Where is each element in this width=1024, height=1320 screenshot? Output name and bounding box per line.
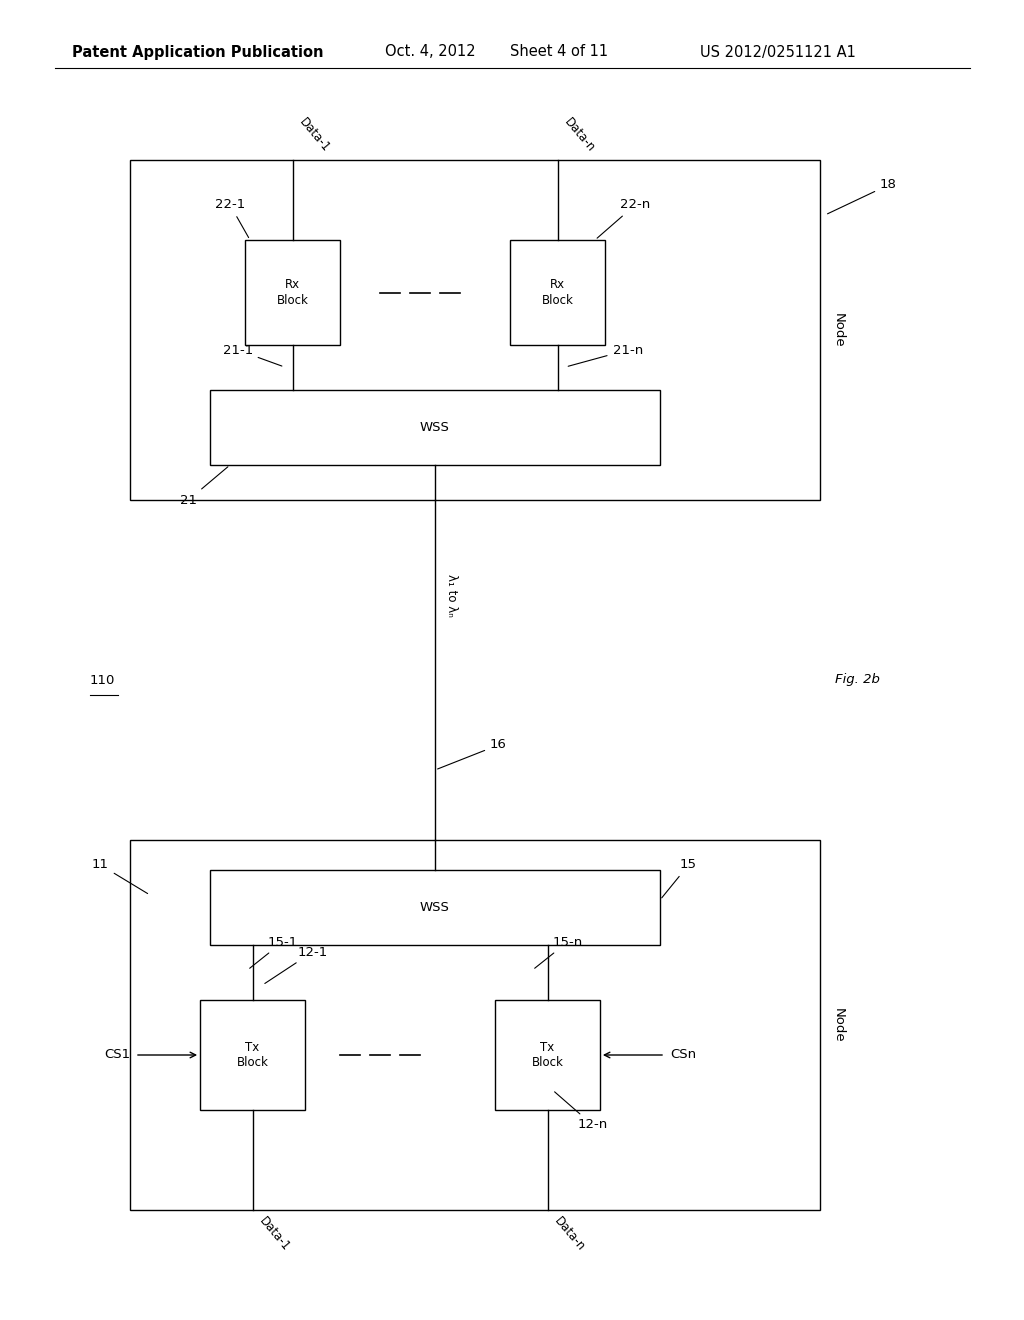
Bar [210, 870, 660, 945]
Text: 18: 18 [827, 178, 897, 214]
Text: 21-n: 21-n [568, 343, 643, 366]
Text: Rx
Block: Rx Block [276, 279, 308, 306]
Text: λ₁ to λₙ: λ₁ to λₙ [445, 574, 458, 616]
Text: 22-n: 22-n [597, 198, 650, 238]
Text: Tx
Block: Tx Block [531, 1041, 563, 1069]
Bar [130, 840, 820, 1210]
Text: 15-1: 15-1 [250, 936, 298, 969]
Bar [210, 389, 660, 465]
Text: Rx
Block: Rx Block [542, 279, 573, 306]
Text: Patent Application Publication: Patent Application Publication [72, 45, 324, 59]
Text: 21: 21 [180, 467, 228, 507]
Text: Data-1: Data-1 [297, 116, 333, 154]
Text: CS1: CS1 [103, 1048, 130, 1061]
Text: US 2012/0251121 A1: US 2012/0251121 A1 [700, 45, 856, 59]
Text: 15-n: 15-n [535, 936, 583, 969]
Text: Tx
Block: Tx Block [237, 1041, 268, 1069]
Text: WSS: WSS [420, 421, 450, 434]
Text: Node: Node [831, 313, 845, 347]
Bar [200, 1001, 305, 1110]
Text: Fig. 2b: Fig. 2b [835, 673, 880, 686]
Text: Data-1: Data-1 [256, 1214, 292, 1254]
Text: Data-n: Data-n [561, 116, 597, 154]
Bar [245, 240, 340, 345]
Text: Sheet 4 of 11: Sheet 4 of 11 [510, 45, 608, 59]
Text: 12-1: 12-1 [265, 945, 328, 983]
Text: 22-1: 22-1 [215, 198, 249, 238]
Bar [495, 1001, 600, 1110]
Text: 110: 110 [90, 673, 116, 686]
Text: Oct. 4, 2012: Oct. 4, 2012 [385, 45, 475, 59]
Text: Data-n: Data-n [552, 1214, 588, 1254]
Text: CSn: CSn [670, 1048, 696, 1061]
Text: Node: Node [831, 1007, 845, 1043]
Text: 11: 11 [92, 858, 147, 894]
Text: 15: 15 [662, 858, 697, 898]
Bar [510, 240, 605, 345]
Text: 21-1: 21-1 [222, 343, 282, 366]
Text: 16: 16 [437, 738, 507, 770]
Text: 12-n: 12-n [555, 1092, 608, 1131]
Bar [130, 160, 820, 500]
Text: WSS: WSS [420, 902, 450, 913]
